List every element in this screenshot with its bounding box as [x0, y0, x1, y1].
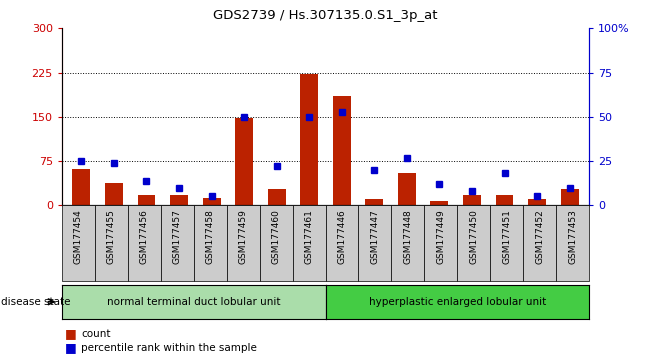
Text: GSM177454: GSM177454: [74, 209, 83, 264]
Bar: [170, 195, 188, 205]
Bar: [202, 198, 221, 205]
Bar: [495, 195, 514, 205]
Text: GSM177447: GSM177447: [370, 209, 380, 264]
Bar: [398, 173, 416, 205]
Text: ■: ■: [65, 341, 77, 354]
Text: normal terminal duct lobular unit: normal terminal duct lobular unit: [107, 297, 281, 307]
Text: hyperplastic enlarged lobular unit: hyperplastic enlarged lobular unit: [368, 297, 546, 307]
Bar: [72, 169, 90, 205]
Bar: [463, 195, 481, 205]
Bar: [268, 189, 286, 205]
Bar: [235, 118, 253, 205]
Text: count: count: [81, 329, 111, 339]
Bar: [333, 96, 351, 205]
Text: percentile rank within the sample: percentile rank within the sample: [81, 343, 257, 353]
Text: GSM177461: GSM177461: [305, 209, 314, 264]
Text: GSM177456: GSM177456: [140, 209, 148, 264]
Text: GDS2739 / Hs.307135.0.S1_3p_at: GDS2739 / Hs.307135.0.S1_3p_at: [214, 9, 437, 22]
Bar: [300, 74, 318, 205]
Text: ■: ■: [65, 327, 77, 340]
Text: GSM177455: GSM177455: [107, 209, 116, 264]
Text: GSM177458: GSM177458: [206, 209, 215, 264]
Bar: [430, 201, 449, 205]
Text: GSM177459: GSM177459: [239, 209, 247, 264]
Text: GSM177453: GSM177453: [568, 209, 577, 264]
Text: GSM177460: GSM177460: [271, 209, 281, 264]
Text: GSM177446: GSM177446: [337, 209, 346, 264]
Text: GSM177457: GSM177457: [173, 209, 182, 264]
Bar: [365, 199, 383, 205]
Text: GSM177449: GSM177449: [436, 209, 445, 264]
Text: disease state: disease state: [1, 297, 70, 307]
Bar: [137, 195, 156, 205]
Text: GSM177450: GSM177450: [469, 209, 478, 264]
Text: GSM177448: GSM177448: [404, 209, 412, 264]
Bar: [528, 199, 546, 205]
Text: GSM177451: GSM177451: [503, 209, 511, 264]
Text: GSM177452: GSM177452: [535, 209, 544, 264]
Bar: [105, 183, 123, 205]
Bar: [561, 189, 579, 205]
